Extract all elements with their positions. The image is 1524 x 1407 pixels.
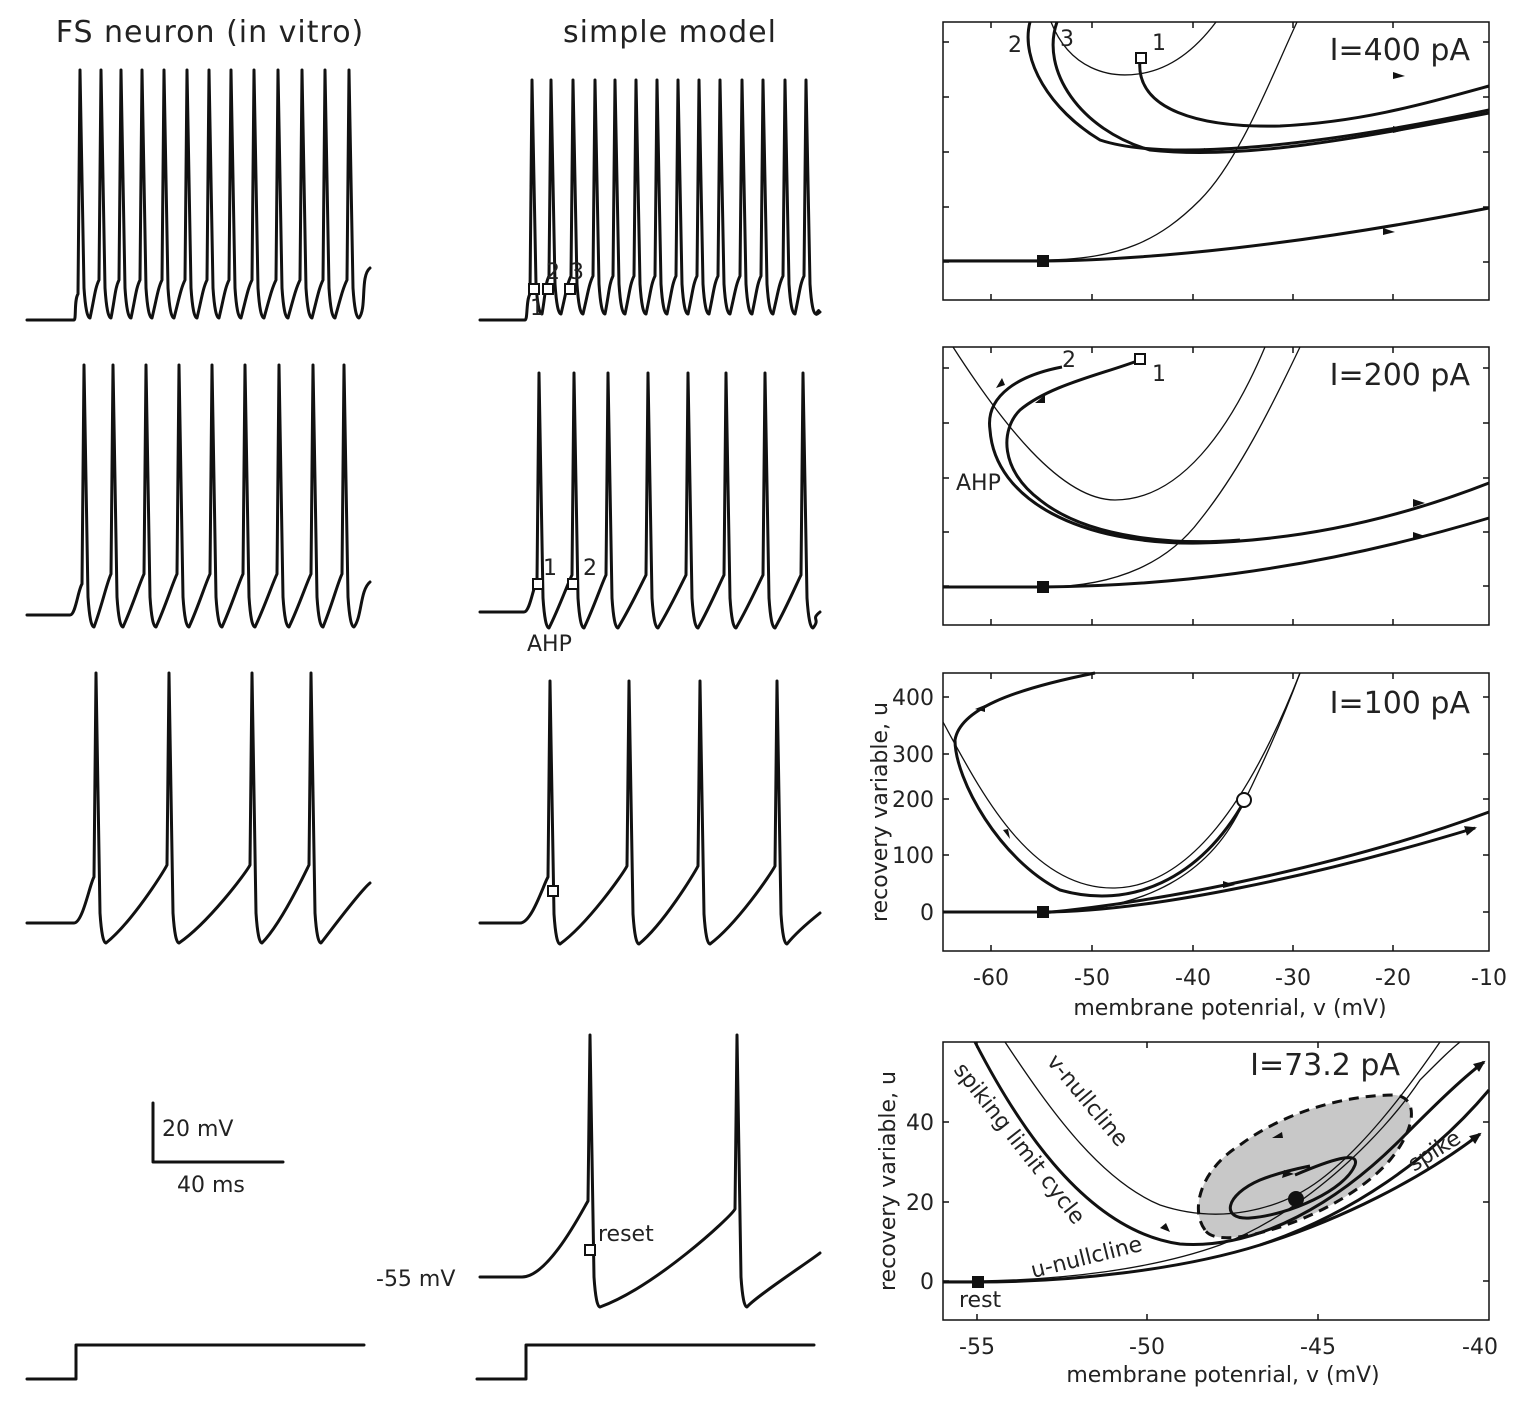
phase-panel-400: 1 2 3 I=400 pA [942, 21, 1490, 301]
ahp-label: AHP [527, 632, 572, 657]
xtick: -40 [1175, 966, 1211, 991]
ytick: 300 [892, 743, 934, 768]
current-label: I=100 pA [1330, 686, 1471, 721]
trace-markers: 1 2 3 1 2 AHP reset -55 mV [376, 260, 654, 1292]
ytick: 400 [892, 686, 934, 711]
marker-square [542, 283, 554, 295]
current-label: I=200 pA [1330, 358, 1471, 393]
phase-panel-200: 1 2 AHP I=200 pA [942, 346, 1490, 626]
current-step [25, 1343, 366, 1381]
phase-label-3: 3 [1060, 27, 1074, 52]
marker-square [528, 283, 540, 295]
phase-label-2: 2 [1062, 348, 1076, 373]
x-axis-label: membrane potenrial, v (mV) [1066, 1363, 1379, 1388]
xtick: -50 [1074, 966, 1110, 991]
xtick: -10 [1471, 966, 1507, 991]
v-nullcline-label: v-nullcline [1041, 1050, 1132, 1152]
current-step [475, 1343, 816, 1381]
spike-label: spike [1404, 1126, 1466, 1177]
scale-time: 40 ms [177, 1173, 245, 1198]
phase-label-1: 1 [1152, 362, 1166, 387]
y-axis-label: recovery variable, u [876, 1071, 901, 1291]
trace-label-3: 3 [570, 260, 584, 285]
phase-label-1: 1 [1152, 31, 1166, 56]
voltage-trace [25, 68, 372, 322]
phase-label-2: 2 [1008, 33, 1022, 58]
voltage-trace [478, 679, 822, 946]
ytick: 20 [906, 1191, 934, 1216]
marker-square [547, 885, 559, 897]
voltage-trace [25, 671, 372, 945]
ytick: 100 [892, 844, 934, 869]
ytick: 40 [906, 1111, 934, 1136]
y-axis-label: recovery variable, u [868, 702, 893, 922]
xtick: -50 [1129, 1335, 1165, 1360]
phase-panel-73: 40 20 0 -55 -50 -45 -40 membrane potenri… [876, 1041, 1498, 1388]
title-simple-model: simple model [563, 15, 777, 50]
trace-label-1: 1 [543, 556, 557, 581]
title-fs-neuron: FS neuron (in vitro) [56, 15, 365, 50]
voltage-trace [25, 363, 372, 629]
xtick: -45 [1300, 1335, 1336, 1360]
trace-label-2: 2 [546, 260, 560, 285]
phase-panel-100: 400 300 200 100 0 -60 -50 -40 -30 -20 -1… [868, 671, 1507, 1021]
ytick: 200 [892, 788, 934, 813]
ahp-phase-label: AHP [956, 471, 1001, 496]
rest-label: rest [959, 1288, 1002, 1313]
voltage-traces [25, 68, 822, 1309]
scale-voltage: 20 mV [162, 1117, 233, 1142]
voltage-trace [478, 371, 822, 630]
x-axis-label: membrane potenrial, v (mV) [1073, 996, 1386, 1021]
xtick: -20 [1375, 966, 1411, 991]
ytick: 0 [920, 1270, 934, 1295]
xtick: -55 [959, 1335, 995, 1360]
level-label: -55 mV [376, 1267, 455, 1292]
current-label: I=73.2 pA [1250, 1048, 1400, 1083]
xtick: -40 [1462, 1335, 1498, 1360]
current-label: I=400 pA [1330, 33, 1471, 68]
reset-label: reset [598, 1222, 654, 1247]
xtick: -30 [1275, 966, 1311, 991]
xtick: -60 [973, 966, 1009, 991]
marker-square [584, 1244, 596, 1256]
scale-bar: 20 mV 40 ms [151, 1101, 285, 1198]
voltage-trace [478, 78, 822, 322]
ytick: 0 [920, 901, 934, 926]
trace-label-1: 1 [530, 296, 544, 321]
marker-square [564, 283, 576, 295]
marker-square [567, 578, 579, 590]
marker-square [532, 578, 544, 590]
voltage-trace [478, 1033, 822, 1309]
trace-label-2: 2 [583, 556, 597, 581]
